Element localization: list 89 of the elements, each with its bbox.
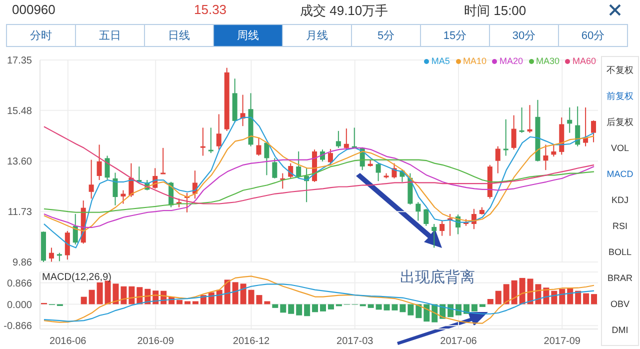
candlestick <box>519 107 524 133</box>
text: KDJ <box>610 194 630 207</box>
bar <box>192 301 198 304</box>
x-tick-label: 2017-09 <box>544 336 581 348</box>
legend-label: MA60 <box>571 56 596 66</box>
bar <box>495 290 502 304</box>
text: BRAR <box>606 272 634 285</box>
text: 后复权 <box>606 116 634 128</box>
text: OBV <box>609 298 630 311</box>
text: VOL <box>610 142 630 155</box>
bar <box>264 301 270 304</box>
text: RSI <box>611 220 628 233</box>
x-tick-label: 2017-06 <box>440 336 478 348</box>
bar <box>583 293 590 304</box>
legend-label: MA30 <box>534 56 560 66</box>
bar <box>400 304 406 312</box>
bar <box>96 282 103 304</box>
x-tick-label: 2016-06 <box>50 336 87 348</box>
text: 五日 <box>75 25 144 46</box>
text: 前复权 <box>606 90 634 102</box>
bar <box>408 304 414 316</box>
bar <box>232 282 238 304</box>
bar <box>176 300 183 304</box>
bar <box>559 288 566 304</box>
bar <box>320 304 326 312</box>
y-tick-label: 17.35 <box>6 56 32 67</box>
text: 不复权 <box>606 64 634 76</box>
bar <box>487 299 494 304</box>
bar <box>519 278 526 304</box>
bar <box>288 304 294 314</box>
bar <box>591 294 598 304</box>
bar <box>184 301 190 304</box>
bar <box>416 304 422 318</box>
y-tick-label: 0.000 <box>6 300 32 311</box>
text: 分时 <box>7 25 75 46</box>
line-series <box>43 284 595 322</box>
bar <box>80 296 87 304</box>
bar <box>88 290 95 304</box>
bar <box>240 284 246 304</box>
bar <box>280 304 286 313</box>
bar <box>304 304 310 316</box>
legend-label: MA20 <box>498 56 523 66</box>
bar <box>511 280 518 304</box>
bar <box>224 280 230 304</box>
text: 日线 <box>144 25 213 46</box>
bar <box>128 286 135 304</box>
text: 000960 <box>12 2 56 17</box>
y-tick-label: 9.86 <box>12 258 32 269</box>
candlestick <box>527 105 532 133</box>
text: 15分 <box>420 25 489 46</box>
y-tick-label: 0.866 <box>6 278 32 290</box>
y-tick-label: 11.73 <box>8 207 32 218</box>
y-tick-label: -0.866 <box>4 321 32 332</box>
text: 15.33 <box>194 2 227 17</box>
chart-title: MACD(12,26,9) <box>42 272 112 283</box>
text: 月线 <box>282 25 351 46</box>
text: DMI <box>610 324 630 337</box>
legend-label: MA10 <box>462 56 486 66</box>
text: 时间 15:00 <box>464 2 526 20</box>
text: 5分 <box>351 25 420 46</box>
bar <box>424 304 430 322</box>
y-tick-label: 13.60 <box>6 156 32 168</box>
text: 周线 <box>213 25 282 46</box>
x-tick-label: 2016-09 <box>137 336 174 348</box>
legend-label: MA5 <box>430 56 450 66</box>
annotation: 出现底背离 <box>400 268 475 287</box>
text: 成交 49.10万手 <box>300 2 388 20</box>
text: BOLL <box>607 246 632 259</box>
y-tick-label: 15.48 <box>6 106 32 117</box>
bar <box>448 304 454 318</box>
bar <box>471 304 478 312</box>
bar <box>296 304 302 316</box>
bar <box>503 284 510 304</box>
text: 30分 <box>489 25 558 46</box>
bar <box>328 304 334 310</box>
line-series <box>43 126 595 204</box>
bar <box>376 304 382 310</box>
bar <box>456 304 462 316</box>
bar <box>312 304 318 312</box>
candlestick <box>160 148 166 174</box>
text: 60分 <box>558 25 627 46</box>
text: MACD <box>606 168 634 181</box>
candlestick <box>208 128 214 154</box>
x-tick-label: 2017-03 <box>336 336 374 348</box>
bar <box>368 304 374 308</box>
x-tick-label: 2016-12 <box>232 336 270 348</box>
bar <box>272 304 278 308</box>
bar <box>120 286 127 304</box>
bar <box>479 304 486 307</box>
